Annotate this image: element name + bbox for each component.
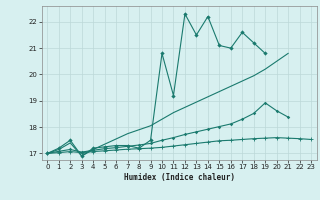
X-axis label: Humidex (Indice chaleur): Humidex (Indice chaleur) (124, 173, 235, 182)
